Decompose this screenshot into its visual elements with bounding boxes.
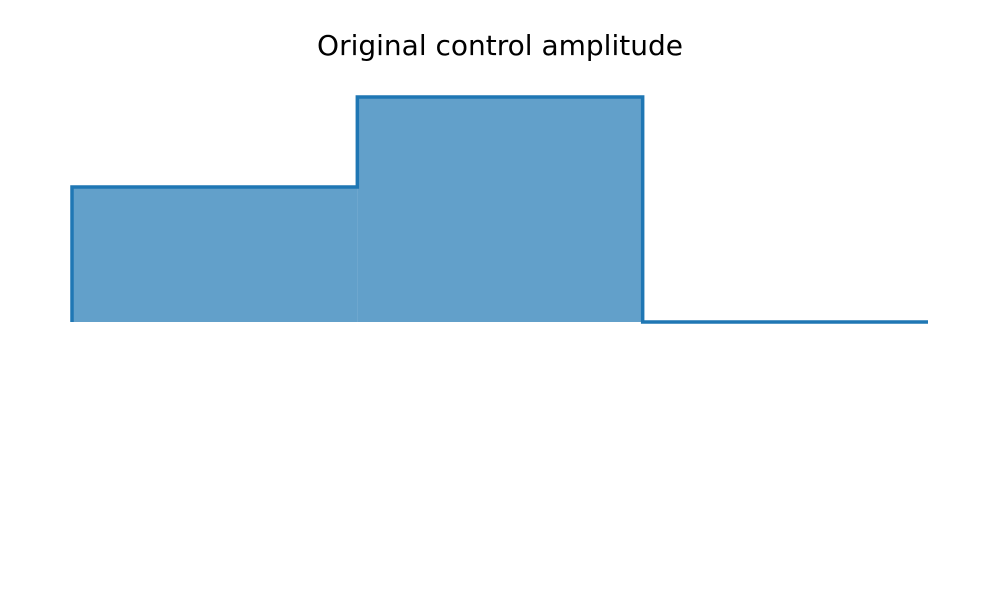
step-fill: [72, 187, 358, 322]
step-line: [70, 95, 928, 324]
chart-title: Original control amplitude: [317, 29, 683, 62]
step-fill: [357, 97, 643, 322]
